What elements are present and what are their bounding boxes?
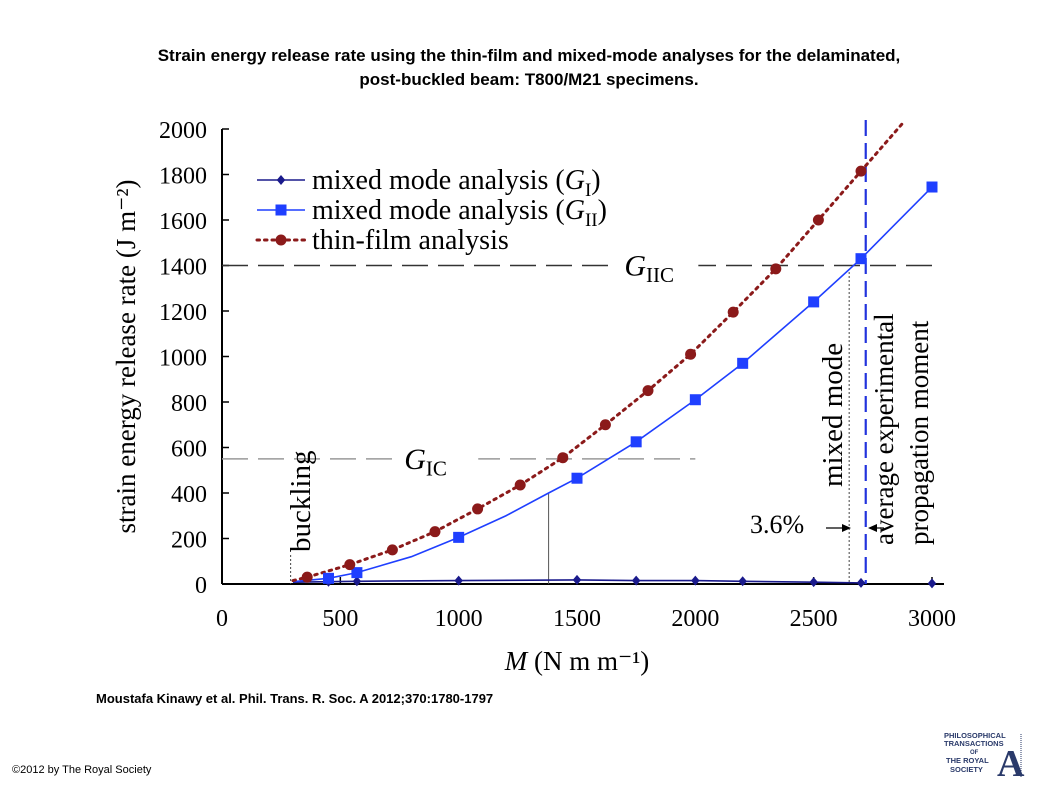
x-tick-label: 500 xyxy=(322,606,358,632)
data-point-s0-5 xyxy=(691,575,700,586)
reference-label-gic: GIC xyxy=(404,443,447,481)
legend-label-2: thin-film analysis xyxy=(312,225,509,256)
logo-line3: OF xyxy=(970,750,979,756)
data-point-s1-7 xyxy=(808,296,820,308)
propagation-label-line2: propagation moment xyxy=(904,320,934,545)
x-tick-label: 1500 xyxy=(553,606,601,632)
copyright: ©2012 by The Royal Society xyxy=(12,764,152,776)
data-point-s1-4 xyxy=(630,436,642,448)
data-point-s0-4 xyxy=(631,575,641,586)
data-point-s2-13 xyxy=(855,165,867,177)
y-tick-label: 1600 xyxy=(159,209,207,235)
data-point-s1-8 xyxy=(855,253,867,265)
data-point-s2-8 xyxy=(642,385,654,397)
chart-title: Strain energy release rate using the thi… xyxy=(0,44,1058,92)
x-tick-label: 0 xyxy=(216,606,228,632)
data-point-s2-6 xyxy=(557,452,569,464)
x-tick-label: 1000 xyxy=(435,606,483,632)
legend-marker-0 xyxy=(276,175,286,185)
mixed-mode-label: mixed mode xyxy=(817,343,849,487)
data-point-s2-7 xyxy=(599,419,611,431)
series-line-2 xyxy=(291,120,906,583)
x-tick-label: 2500 xyxy=(790,606,838,632)
y-tick-label: 2000 xyxy=(159,118,207,144)
y-tick-label: 1000 xyxy=(159,346,207,372)
y-tick-label: 1400 xyxy=(159,255,207,281)
legend-marker-1 xyxy=(275,204,287,216)
data-point-s1-2 xyxy=(453,531,465,543)
reference-label-bg xyxy=(392,438,479,479)
legend-label-0: mixed mode analysis (GI) xyxy=(312,165,601,201)
y-tick-label: 1200 xyxy=(159,300,207,326)
data-point-s2-0 xyxy=(301,571,313,583)
y-axis-label: strain energy release rate (J m⁻²) xyxy=(111,180,141,534)
logo-line1: PHILOSOPHICAL xyxy=(944,731,1006,740)
data-point-s0-7 xyxy=(809,577,818,588)
legend-marker-2 xyxy=(275,234,287,246)
buckling-label: buckling xyxy=(285,451,317,553)
data-point-s1-9 xyxy=(926,181,938,193)
annotation-arrowhead-left xyxy=(842,524,851,532)
data-point-s1-6 xyxy=(737,357,749,369)
legend-label-1: mixed mode analysis (GII) xyxy=(312,195,607,231)
data-point-s2-5 xyxy=(514,479,526,491)
data-point-s0-2 xyxy=(454,575,463,586)
data-point-s2-1 xyxy=(344,559,356,571)
y-tick-label: 0 xyxy=(195,573,207,599)
data-point-s0-8 xyxy=(856,577,866,588)
data-point-s2-10 xyxy=(727,306,739,318)
data-point-s2-4 xyxy=(472,503,484,515)
y-tick-label: 1800 xyxy=(159,164,207,190)
y-tick-label: 800 xyxy=(171,391,207,417)
data-point-s0-1 xyxy=(352,576,362,587)
y-tick-label: 600 xyxy=(171,437,207,463)
data-point-s1-1 xyxy=(351,567,363,579)
logo-line5: SOCIETY xyxy=(950,765,983,774)
x-tick-label: 2000 xyxy=(671,606,719,632)
x-axis-label: M (N m m⁻¹) xyxy=(504,646,650,676)
reference-label-giic: GIIC xyxy=(624,250,674,288)
logo-letter: A xyxy=(997,743,1025,780)
y-tick-label: 200 xyxy=(171,528,207,554)
journal-logo: PHILOSOPHICAL TRANSACTIONS OF THE ROYAL … xyxy=(944,731,1025,780)
data-point-s2-12 xyxy=(812,214,824,226)
data-point-s2-11 xyxy=(770,263,782,275)
data-point-s0-9 xyxy=(927,578,937,589)
logo-line2: TRANSACTIONS xyxy=(944,739,1004,748)
propagation-label-line1: average experimental xyxy=(869,313,899,545)
reference-label-bg xyxy=(612,245,699,286)
data-point-s2-3 xyxy=(429,526,441,538)
citation: Moustafa Kinawy et al. Phil. Trans. R. S… xyxy=(96,691,494,706)
chart-title-line2: post-buckled beam: T800/M21 specimens. xyxy=(359,70,699,89)
annotation-percent: 3.6% xyxy=(750,510,804,539)
data-point-s1-5 xyxy=(689,394,701,406)
logo-line4: THE ROYAL xyxy=(946,756,989,765)
data-point-s0-3 xyxy=(572,574,582,585)
data-point-s0-6 xyxy=(738,576,747,587)
data-point-s2-2 xyxy=(386,544,398,556)
x-tick-label: 3000 xyxy=(908,606,956,632)
series-line-0 xyxy=(292,579,862,584)
series-line-1 xyxy=(292,186,933,583)
y-tick-label: 400 xyxy=(171,482,207,508)
data-point-s2-9 xyxy=(685,348,697,360)
data-point-s1-0 xyxy=(323,572,334,584)
chart: 0 200 400 600 800 1000 1200 1400 1600 1800 2000 0 50… xyxy=(111,118,956,676)
chart-title-line1: Strain energy release rate using the thi… xyxy=(157,46,901,65)
data-point-s1-3 xyxy=(571,472,583,484)
annotation-arrowhead-right xyxy=(868,524,877,532)
